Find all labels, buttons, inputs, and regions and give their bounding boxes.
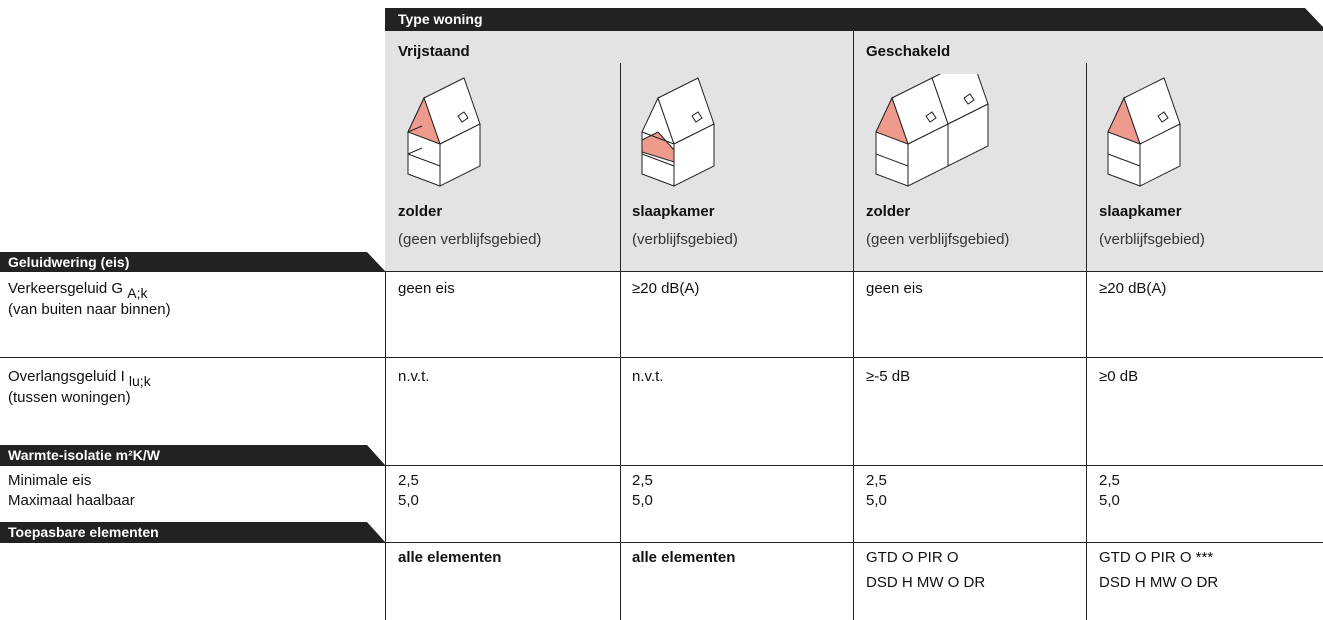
column-note: (geen verblijfsgebied) (398, 231, 542, 248)
section-bar (0, 252, 385, 271)
column-name: zolder (398, 203, 443, 220)
cell-text: GTD O PIR O (866, 549, 959, 566)
row-label-subscript: A;k (127, 285, 148, 301)
cell-text: 2,5 (632, 472, 653, 489)
row-label-text: Overlangsgeluid I (8, 368, 129, 385)
row-label: Minimale eis (8, 472, 92, 489)
cell-text: DSD H MW O DR (866, 574, 986, 591)
cell-text: ≥20 dB(A) (632, 280, 700, 297)
cell-text: DSD H MW O DR (1099, 574, 1219, 591)
house-icon (875, 74, 989, 187)
cell-text: ≥0 dB (1099, 368, 1139, 385)
row-label: Overlangsgeluid I lu;k (8, 368, 151, 390)
cell-text: 5,0 (398, 492, 419, 509)
row-label: Maximaal haalbaar (8, 492, 135, 509)
column-name: slaapkamer (1099, 203, 1182, 220)
section-bar (0, 445, 385, 465)
row-label: Verkeersgeluid G A;k (8, 280, 147, 302)
cell-text: geen eis (398, 280, 455, 297)
cell-text: alle elementen (632, 549, 736, 566)
column-note: (geen verblijfsgebied) (866, 231, 1010, 248)
section-title: Toepasbare elementen (8, 524, 159, 540)
house-icon (641, 77, 715, 187)
section-title: Warmte-isolatie m²K/W (8, 447, 160, 463)
house-icon (1107, 77, 1181, 187)
column-name: slaapkamer (632, 203, 715, 220)
rules (0, 31, 1323, 620)
header-bar (385, 8, 1323, 31)
cell-text: ≥20 dB(A) (1099, 280, 1167, 297)
section-bar (0, 522, 385, 542)
row-label-subscript: lu;k (128, 373, 151, 389)
row-label-detail: (tussen woningen) (8, 389, 131, 406)
house-icon (407, 77, 481, 187)
cell-text: 2,5 (1099, 472, 1120, 489)
cell-text: 5,0 (632, 492, 653, 509)
cell-text: geen eis (866, 280, 923, 297)
row-label-text: Verkeersgeluid G (8, 280, 128, 297)
cell-text: n.v.t. (632, 368, 664, 385)
section-title: Geluidwering (eis) (8, 254, 130, 270)
cell-text: 5,0 (1099, 492, 1120, 509)
cell-text: alle elementen (398, 549, 502, 566)
table-title: Type woning (398, 11, 483, 27)
cell-text: 2,5 (398, 472, 419, 489)
row-label-detail: (van buiten naar binnen) (8, 301, 171, 318)
group-header: Vrijstaand (398, 43, 470, 60)
cell-text: n.v.t. (398, 368, 430, 385)
group-header: Geschakeld (866, 43, 951, 60)
cell-text: GTD O PIR O *** (1099, 549, 1214, 566)
column-note: (verblijfsgebied) (1099, 231, 1205, 248)
cell-text: 5,0 (866, 492, 887, 509)
cell-text: ≥-5 dB (866, 368, 911, 385)
cell-text: 2,5 (866, 472, 887, 489)
column-note: (verblijfsgebied) (632, 231, 738, 248)
column-name: zolder (866, 203, 911, 220)
